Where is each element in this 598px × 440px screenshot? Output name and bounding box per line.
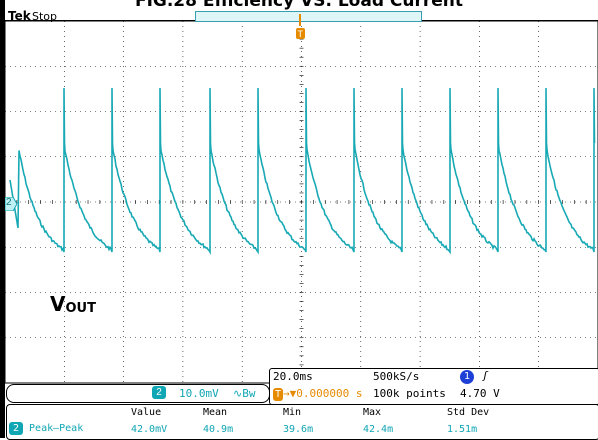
vout-main: V [50,292,66,316]
meas-ch2-badge: 2 [9,422,23,435]
timebase-trigger-readout[interactable]: 20.0ms 500kS/s 1 ʃ T →▼0.000000 s 100k po… [269,368,598,405]
time-per-div: 20.0ms [273,370,313,383]
trigger-level: 4.70 V [460,387,500,400]
trigger-source-badge: 1 [460,370,474,384]
trigger-slope-icon: ʃ [482,369,489,382]
trigger-badge [296,28,305,39]
vertical-scale-readout[interactable]: 2 10.0mV ∿Bw [6,384,270,403]
measurement-panel: Value Mean Min Max Std Dev 2 Peak–Peak 4… [6,404,598,440]
volts-per-div: 10.0mV [179,387,219,400]
record-length: 100k points [373,387,446,400]
trigger-position-value: →▼0.000000 s [283,387,363,400]
tek-logo: Tek [8,9,31,23]
meas-header-value: Value [131,407,162,418]
vout-label: VOUT [50,292,96,316]
sample-rate: 500kS/s [373,370,420,383]
acquisition-status: Stop [32,10,58,23]
trigger-position-icon: T →▼0.000000 s [273,387,362,401]
trigger-t-badge: T [273,388,283,401]
figure-title: FIG.28 Efficiency VS. Load Current [134,0,464,11]
trigger-stem [299,14,301,26]
bandwidth-limit-icon: ∿Bw [233,387,256,400]
meas-header-mean: Mean [203,407,228,418]
ch2-marker-label: 2 [6,197,12,208]
ch2-ground-marker[interactable]: 2 [4,196,18,212]
trigger-badge-label: T [298,29,304,39]
meas-max: 42.4m [363,424,394,435]
graticule [4,20,598,384]
meas-min: 39.6m [283,424,314,435]
meas-header-max: Max [363,407,382,418]
record-view-bar[interactable] [195,11,422,22]
meas-stddev: 1.51m [447,424,478,435]
ch2-badge: 2 [152,386,166,399]
vout-sub: OUT [65,301,96,316]
meas-header-min: Min [283,407,302,418]
meas-value: 42.0mV [131,424,168,435]
meas-mean: 40.9m [203,424,234,435]
meas-row-label[interactable]: 2 Peak–Peak [9,422,83,435]
trigger-position-marker[interactable]: T [296,14,308,44]
left-border [0,0,5,438]
meas-header-stddev: Std Dev [447,407,490,418]
meas-type: Peak–Peak [29,423,84,434]
ch2-waveform [9,87,596,255]
